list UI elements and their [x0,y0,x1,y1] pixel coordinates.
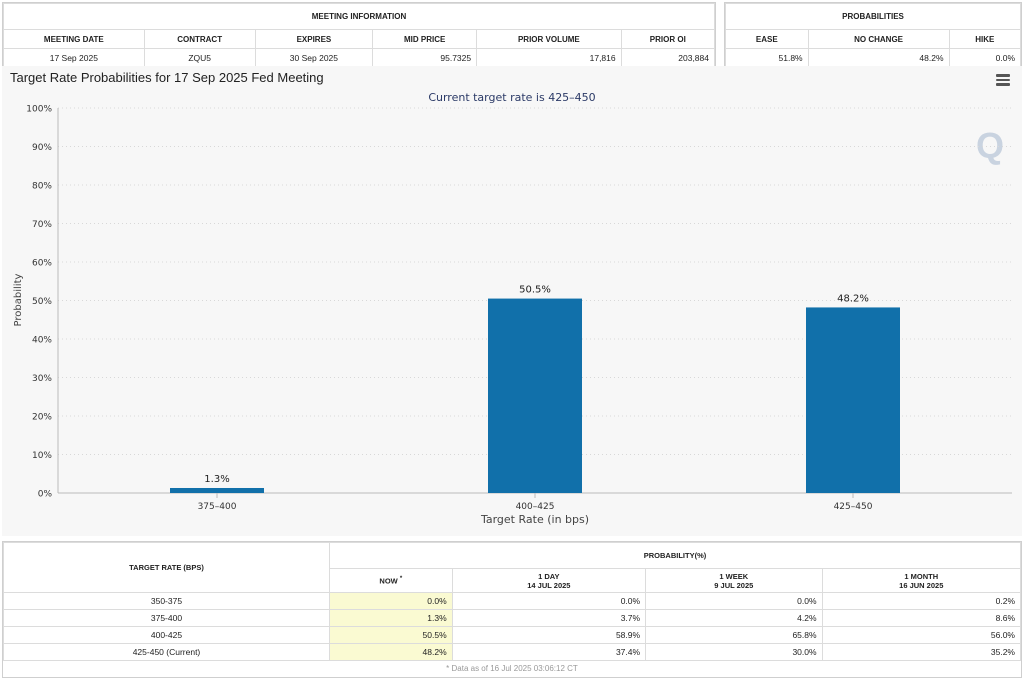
contract-value: ZQU5 [143,48,256,68]
rate-cell: 425-450 (Current) [3,643,330,661]
data-label: 48.2% [837,293,869,304]
chart-panel: Q Current target rate is 425–450 0% 10% 20% 3… [2,66,1022,536]
month-cell: 8.6% [821,609,1022,627]
data-label: 1.3% [204,474,229,485]
table-row: 350-375 0.0% 0.0% 0.0% 0.2% [3,592,1022,610]
table-row: 400-425 50.5% 58.9% 65.8% 56.0% [3,626,1022,644]
y-tick-label: 30% [32,374,52,384]
col-now-label: NOW [379,576,398,586]
data-timestamp-footnote: * Data as of 16 Jul 2025 03:06:12 CT [446,664,578,674]
prior-oi-value: 203,884 [620,48,716,68]
header-contract: CONTRACT [143,29,256,49]
meeting-info-title: MEETING INFORMATION [3,3,715,30]
day-cell: 3.7% [451,609,647,627]
rate-cell: 350-375 [3,592,330,610]
bar [488,298,582,493]
month-cell: 0.2% [821,592,1022,610]
now-cell: 48.2% [328,643,453,661]
month-cell: 35.2% [821,643,1022,661]
chart-subtitle: Current target rate is 425–450 [428,91,595,104]
chart-title: Target Rate Probabilities for 17 Sep 202… [10,70,324,85]
day-cell: 37.4% [451,643,647,661]
table-row: 375-400 1.3% 3.7% 4.2% 8.6% [3,609,1022,627]
ease-value: 51.8% [725,48,809,68]
col-1day-header: 1 DAY 14 JUL 2025 [451,568,647,593]
week-cell: 4.2% [645,609,823,627]
header-hike: HIKE [948,29,1022,49]
probability-header: PROBABILITY(%) [328,542,1022,569]
header-meeting-date: MEETING DATE [3,29,145,49]
bar [806,307,900,493]
x-tick-label: 375–400 [198,502,237,512]
y-tick-label: 100% [26,105,52,115]
meeting-information-table: MEETING INFORMATION MEETING DATE CONTRAC… [2,2,716,69]
col-1week-label: 1 WEEK [719,571,749,581]
x-tick-label: 400–425 [516,502,555,512]
probabilities-table: PROBABILITIES EASE NO CHANGE HIKE 51.8% … [724,2,1022,69]
probability-chart: Q Current target rate is 425–450 0% 10% 20% 3… [13,91,1012,526]
col-1day-date: 14 JUL 2025 [527,580,571,590]
x-axis-title: Target Rate (in bps) [480,513,589,526]
week-cell: 0.0% [645,592,823,610]
y-axis-title: Probability [13,273,24,326]
header-no-change: NO CHANGE [807,29,950,49]
data-label: 50.5% [519,285,551,296]
y-tick-label: 10% [32,451,52,461]
meeting-date-value: 17 Sep 2025 [3,48,145,68]
y-tick-label: 20% [32,413,52,423]
now-cell: 1.3% [328,609,453,627]
col-now-header: NOW * [328,568,453,593]
col-now-sup: * [399,575,403,582]
day-cell: 0.0% [451,592,647,610]
header-expires: EXPIRES [254,29,374,49]
rate-cell: 400-425 [3,626,330,644]
prior-volume-value: 17,816 [476,48,622,68]
rate-cell: 375-400 [3,609,330,627]
header-prior-volume: PRIOR VOLUME [476,29,622,49]
month-cell: 56.0% [821,626,1022,644]
watermark-logo: Q [976,125,1004,166]
week-cell: 30.0% [645,643,823,661]
expires-value: 30 Sep 2025 [254,48,374,68]
no-change-value: 48.2% [807,48,950,68]
x-tick-label: 425–450 [834,502,873,512]
col-1day-label: 1 DAY [538,571,560,581]
week-cell: 65.8% [645,626,823,644]
col-1week-header: 1 WEEK 9 JUL 2025 [645,568,823,593]
y-tick-label: 40% [32,336,52,346]
header-ease: EASE [725,29,809,49]
header-prior-oi: PRIOR OI [620,29,716,49]
col-1month-label: 1 MONTH [904,571,939,581]
day-cell: 58.9% [451,626,647,644]
header-mid-price: MID PRICE [372,29,478,49]
table-row: 425-450 (Current) 48.2% 37.4% 30.0% 35.2… [3,643,1022,661]
now-cell: 50.5% [328,626,453,644]
bar [170,487,264,493]
y-tick-label: 50% [32,297,52,307]
col-1month-date: 16 JUN 2025 [899,580,944,590]
target-rate-table: TARGET RATE (BPS) PROBABILITY(%) NOW * 1… [2,541,1022,678]
now-cell: 0.0% [328,592,453,610]
y-tick-label: 0% [38,490,53,500]
hike-value: 0.0% [948,48,1022,68]
col-1week-date: 9 JUL 2025 [714,580,754,590]
y-tick-label: 80% [32,182,52,192]
y-tick-label: 90% [32,143,52,153]
target-rate-header: TARGET RATE (BPS) [3,542,330,593]
y-tick-label: 70% [32,220,52,230]
y-tick-label: 60% [32,259,52,269]
probabilities-title: PROBABILITIES [725,3,1021,30]
mid-price-value: 95.7325 [372,48,478,68]
hamburger-menu-icon[interactable] [996,74,1010,86]
col-1month-header: 1 MONTH 16 JUN 2025 [821,568,1022,593]
